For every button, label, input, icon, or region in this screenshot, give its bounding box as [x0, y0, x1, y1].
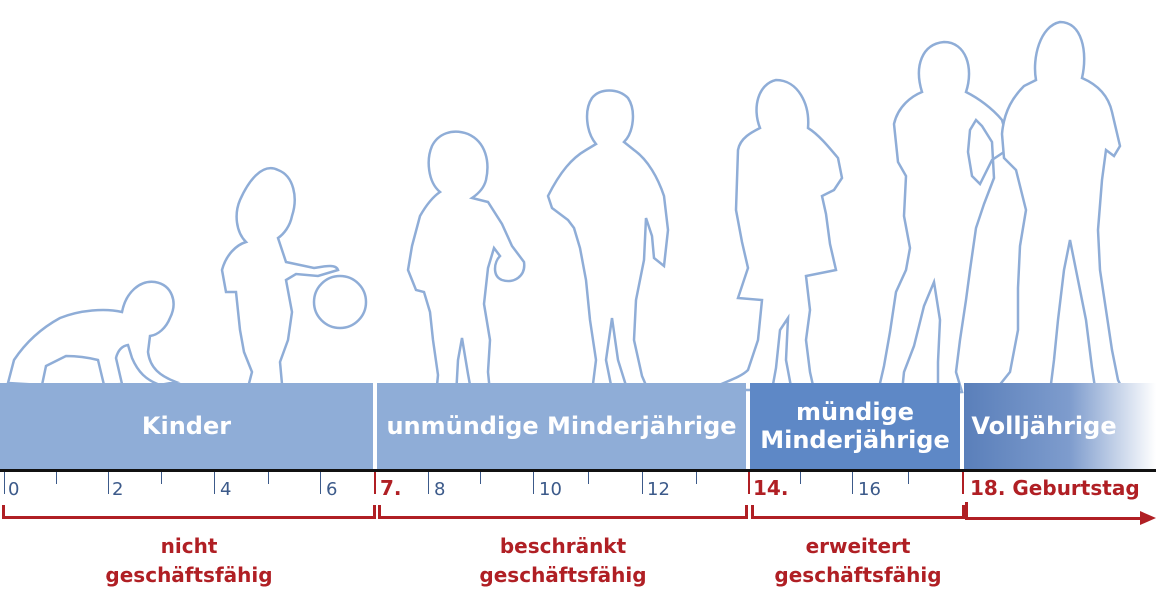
tick-16 — [852, 472, 853, 494]
tick-label-2: 2 — [112, 479, 124, 500]
tick-18 — [962, 472, 964, 494]
band-volljaehrige-label: Volljährige — [971, 412, 1117, 440]
tick-14 — [748, 472, 750, 494]
girl-figure — [707, 78, 844, 394]
band-unmuendige-label: unmündige Minderjährige — [386, 412, 737, 440]
tick-label-7: 7. — [380, 476, 402, 500]
band-muendige-minderjaehrige: mündige Minderjährige — [750, 383, 960, 469]
tick-label-8: 8 — [434, 479, 446, 500]
bracket-beschraenkt-geschaeftsfaehig — [378, 505, 748, 519]
tick-7 — [374, 472, 376, 494]
tick-17 — [908, 472, 909, 484]
band-unmuendige-minderjaehrige: unmündige Minderjährige — [377, 383, 746, 469]
caption-erweitert-geschaeftsfaehig: erweitert geschäftsfähig — [774, 534, 942, 587]
tick-label-0: 0 — [8, 479, 20, 500]
tick-label-12: 12 — [647, 479, 670, 500]
tick-label-10: 10 — [539, 479, 562, 500]
age-axis-line — [0, 469, 1156, 472]
tick-10 — [533, 472, 534, 494]
caption-beschraenkt-geschaeftsfaehig: beschränkt geschäftsfähig — [479, 534, 647, 587]
boy-figure — [546, 89, 670, 394]
tick-1 — [56, 472, 57, 484]
caption-nicht-geschaeftsfaehig: nicht geschäftsfähig — [105, 534, 273, 587]
tick-6 — [320, 472, 321, 494]
tick-11 — [588, 472, 589, 484]
band-muendige-label: mündige Minderjährige — [760, 398, 950, 454]
bracket-nicht-geschaeftsfaehig — [2, 505, 376, 519]
arrow-start-mark — [965, 502, 968, 520]
band-volljaehrige: Volljährige — [964, 383, 1156, 469]
adulthood-arrow-head — [1140, 511, 1156, 525]
band-kinder: Kinder — [0, 383, 373, 469]
adulthood-arrow-line — [966, 517, 1144, 520]
toddler-with-ball-figure — [220, 167, 368, 397]
tick-8 — [428, 472, 429, 494]
tick-label-6: 6 — [326, 479, 338, 500]
bracket-erweitert-geschaeftsfaehig — [751, 505, 965, 519]
tick-13 — [696, 472, 697, 484]
tick-0 — [4, 472, 5, 494]
child-holding-ball-figure — [406, 130, 526, 398]
tick-5 — [268, 472, 269, 484]
tick-label-18-geburtstag: 18. Geburtstag — [970, 476, 1140, 500]
tick-2 — [108, 472, 109, 494]
tick-3 — [161, 472, 162, 484]
tick-9 — [480, 472, 481, 484]
band-kinder-label: Kinder — [141, 412, 232, 440]
tick-label-14: 14. — [753, 476, 789, 500]
man-figure — [991, 20, 1126, 396]
woman-figure — [876, 40, 1012, 396]
crawling-baby-figure — [6, 280, 181, 387]
tick-15 — [800, 472, 801, 484]
tick-4 — [214, 472, 215, 494]
tick-label-4: 4 — [220, 479, 232, 500]
tick-label-16: 16 — [858, 479, 881, 500]
tick-12 — [642, 472, 643, 494]
